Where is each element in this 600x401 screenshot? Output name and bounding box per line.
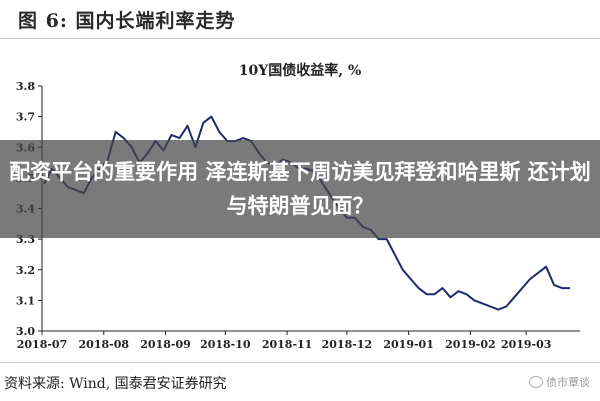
x-tick-label: 2018-07 xyxy=(17,338,68,351)
watermark: 债市覃谈 xyxy=(529,374,590,390)
x-axis: 2018-07 2018-08 2018-09 2018-10 2018-11 2018-… xyxy=(17,330,580,351)
figure-title: 图 6: 国内长端利率走势 xyxy=(18,10,236,32)
headline-text[interactable]: 配资平台的重要作用 泽连斯基下周访美见拜登和哈里斯 还计划与特朗普见面？ xyxy=(9,160,591,218)
x-tick-label: 2019-01 xyxy=(383,338,434,351)
x-tick-label: 2019-02 xyxy=(445,338,496,351)
x-tick-label: 2018-12 xyxy=(322,338,373,351)
x-tick-label: 2018-09 xyxy=(140,338,191,351)
x-tick-label: 2018-11 xyxy=(262,338,313,351)
figure-header: 图 6: 国内长端利率走势 xyxy=(0,0,600,39)
y-tick-label: 3.8 xyxy=(16,80,35,93)
y-tick-label: 3.7 xyxy=(16,111,35,124)
y-tick-label: 3.1 xyxy=(16,294,35,307)
chart-title: 10Y国债收益率, % xyxy=(239,62,362,79)
y-tick-label: 3.0 xyxy=(16,325,35,338)
x-tick-label: 2018-08 xyxy=(79,338,130,351)
y-tick-label: 3.2 xyxy=(16,264,35,277)
headline-overlay[interactable]: 配资平台的重要作用 泽连斯基下周访美见拜登和哈里斯 还计划与特朗普见面？ xyxy=(0,140,600,238)
wechat-icon xyxy=(529,376,543,388)
x-tick-label: 2018-10 xyxy=(200,338,251,351)
watermark-text: 债市覃谈 xyxy=(546,376,590,389)
figure-footer: 资料来源: Wind, 国泰君安证券研究 债市覃谈 xyxy=(0,362,600,401)
x-tick-label: 2019-03 xyxy=(501,338,552,351)
source-note: 资料来源: Wind, 国泰君安证券研究 xyxy=(4,376,227,392)
